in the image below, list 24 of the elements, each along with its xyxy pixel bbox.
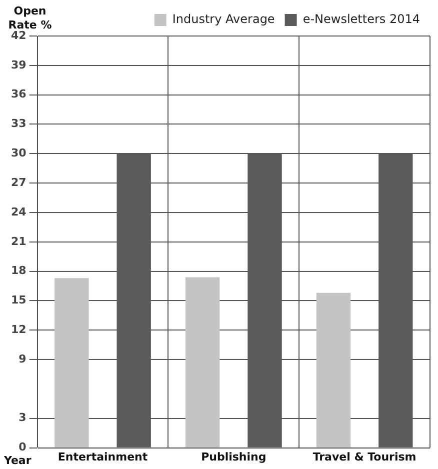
x-tick-label: Entertainment — [58, 450, 148, 464]
legend-label: Industry Average — [172, 12, 275, 26]
bar — [316, 292, 351, 448]
y-tick-label: 18 — [10, 264, 26, 278]
y-tick-label: 30 — [10, 146, 27, 160]
y-tick-label: 12 — [10, 323, 26, 336]
y-axis-title: Open Rate % — [8, 4, 52, 32]
x-tick-label: Travel & Tourism — [312, 450, 416, 464]
bar — [54, 278, 89, 448]
y-tick-label: 15 — [10, 294, 26, 307]
y-tick-label: 33 — [10, 117, 26, 130]
y-tick-label: 21 — [10, 234, 26, 248]
y-tick-label: 9 — [18, 352, 26, 366]
y-tick-label: 0 — [18, 440, 27, 454]
y-tick-label: 39 — [10, 58, 26, 72]
legend-label: e-Newsletters 2014 — [302, 12, 420, 26]
y-tick-label: 24 — [10, 205, 27, 218]
y-tick-label: 36 — [10, 88, 27, 101]
x-axis-title: Year — [3, 454, 32, 468]
y-tick-label: 3 — [18, 411, 26, 424]
x-tick-label: Publishing — [201, 450, 266, 464]
y-tick-label: 27 — [10, 176, 26, 189]
bar — [185, 277, 220, 448]
y-tick-label: 42 — [10, 28, 26, 42]
